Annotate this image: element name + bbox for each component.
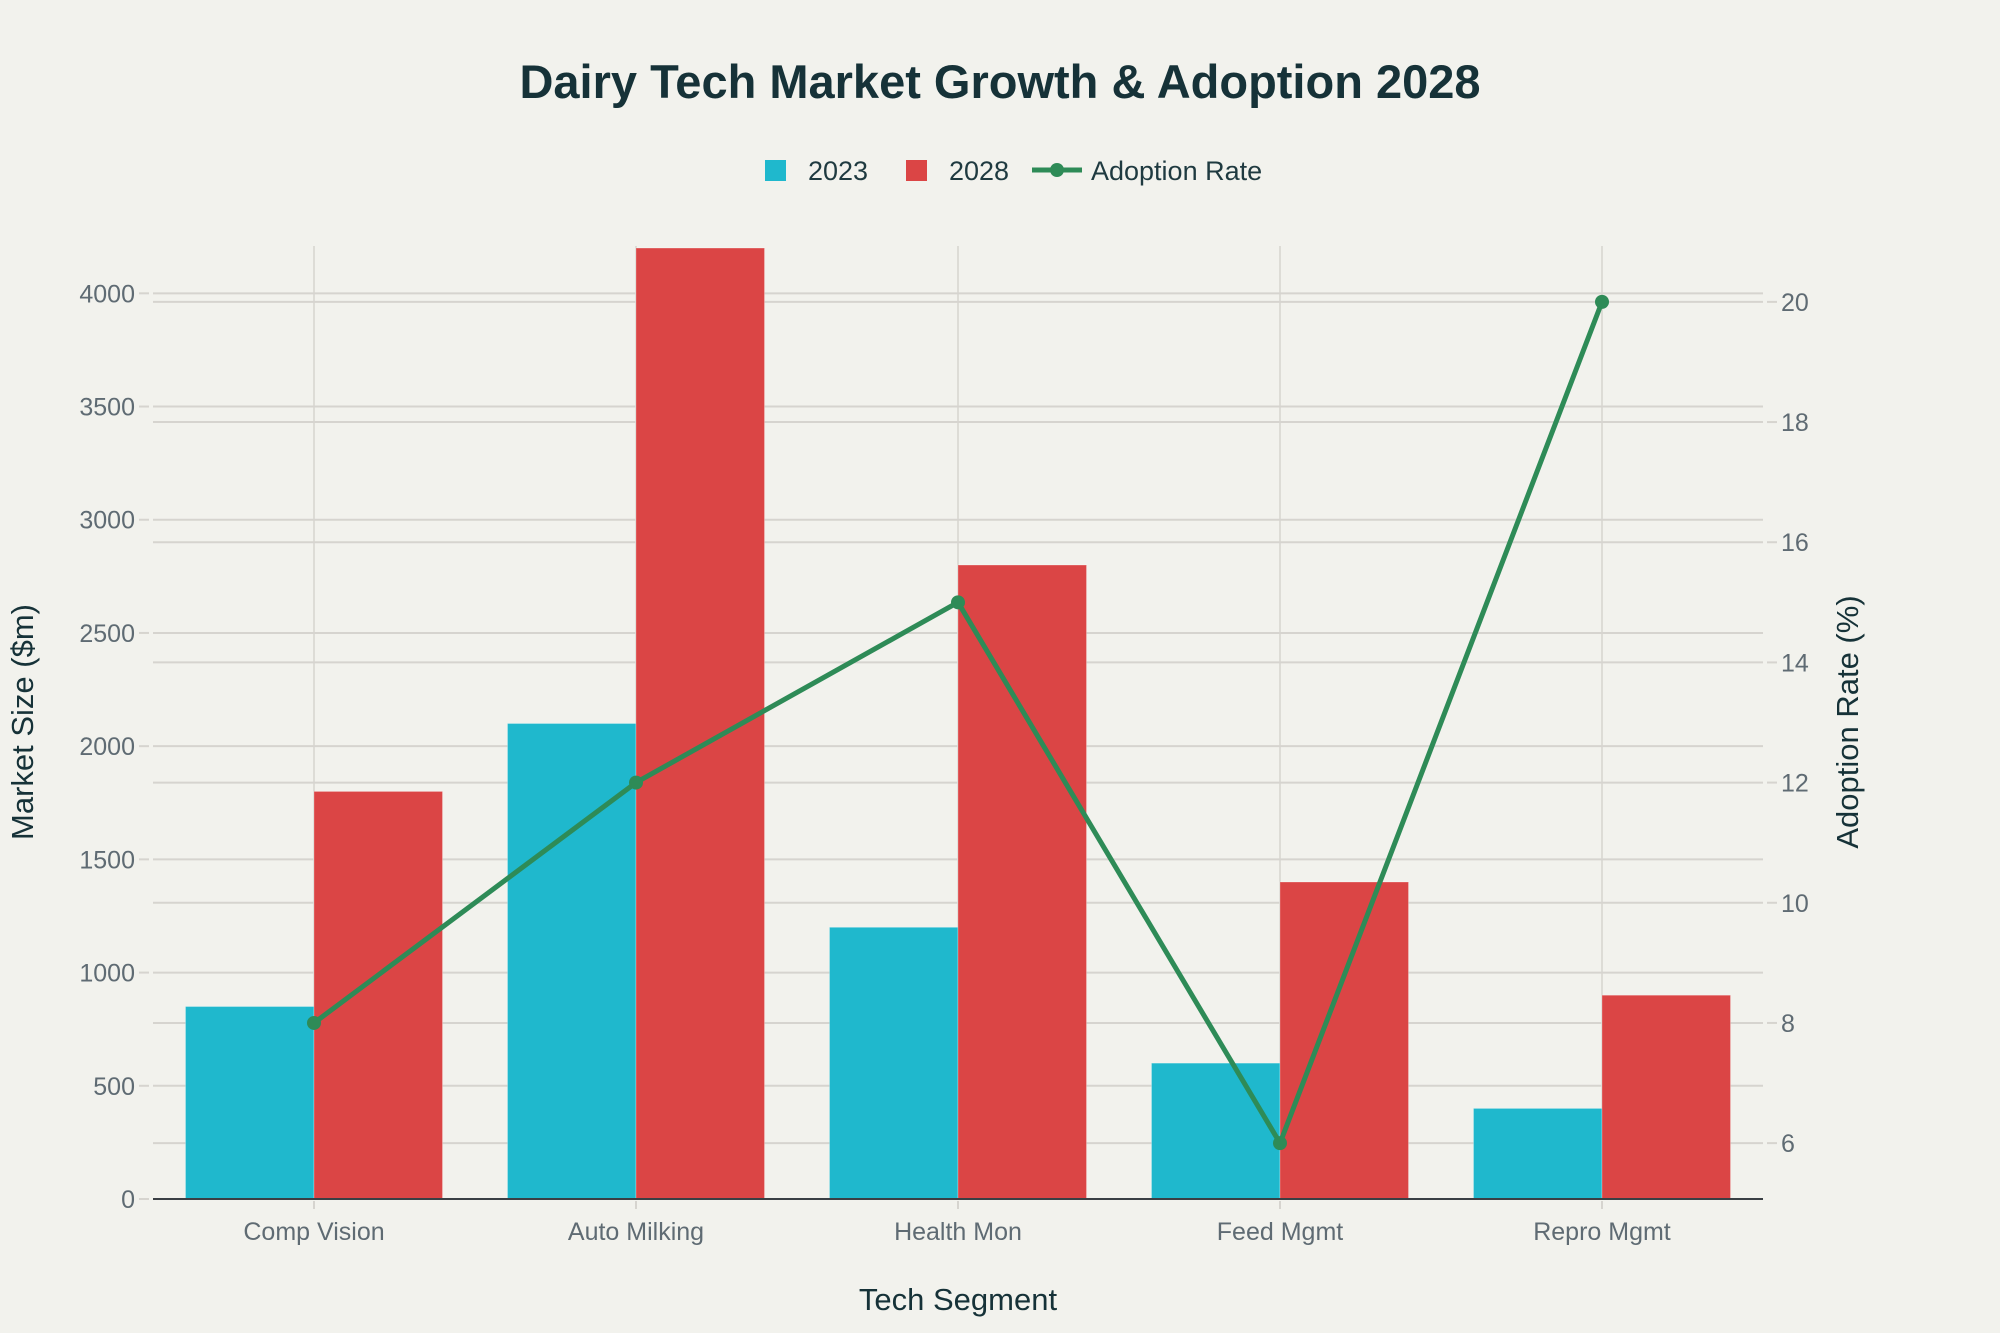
adoption-rate-marker-auto-milking — [629, 775, 643, 790]
y-tick-label-right: 20 — [1781, 289, 1809, 317]
adoption-rate-marker-feed-mgmt — [1273, 1136, 1287, 1151]
y-tick-label-right: 18 — [1781, 409, 1809, 437]
y-tick-label-left: 2000 — [79, 733, 135, 761]
legend-label-2028: 2028 — [949, 156, 1009, 186]
adoption-rate-marker-repro-mgmt — [1595, 294, 1609, 309]
y-tick-label-right: 10 — [1781, 890, 1809, 918]
adoption-rate-marker-health-mon — [951, 595, 965, 610]
bar-2023-health-mon — [829, 926, 959, 1200]
bar-2023-repro-mgmt — [1473, 1107, 1603, 1200]
bar-2023-comp-vision — [185, 1006, 315, 1200]
bar-2028-repro-mgmt — [1601, 994, 1731, 1200]
legend-marker-adoption-rate — [1050, 163, 1064, 177]
bar-2028-health-mon — [957, 564, 1087, 1200]
y-tick-label-left: 2500 — [79, 620, 135, 648]
adoption-rate-line-series — [307, 294, 1609, 1151]
legend-swatch-2028 — [906, 160, 927, 181]
chart-title: Dairy Tech Market Growth & Adoption 2028 — [519, 55, 1480, 108]
x-tick-label: Auto Milking — [568, 1218, 704, 1246]
axes — [153, 1198, 1763, 1209]
y-tick-label-right: 6 — [1781, 1130, 1795, 1158]
x-tick-label: Comp Vision — [243, 1218, 384, 1246]
adoption-rate-marker-comp-vision — [307, 1015, 321, 1030]
bar-2023-feed-mgmt — [1151, 1062, 1281, 1200]
legend: 2023 2028 Adoption Rate — [765, 156, 1262, 186]
legend-swatch-2023 — [765, 160, 786, 181]
y-tick-label-left: 3000 — [79, 507, 135, 535]
y-tick-label-right: 12 — [1781, 770, 1809, 798]
y-tick-label-left: 4000 — [79, 280, 135, 308]
y-tick-label-right: 8 — [1781, 1010, 1795, 1038]
x-tick-label: Feed Mgmt — [1217, 1218, 1343, 1246]
legend-label-adoption-rate: Adoption Rate — [1091, 156, 1262, 186]
bars — [185, 247, 1731, 1200]
y-axis-title-left: Market Size ($m) — [5, 604, 40, 840]
x-tick-label: Repro Mgmt — [1533, 1218, 1671, 1246]
y-tick-label-left: 1000 — [79, 960, 135, 988]
y-axis-title-right: Adoption Rate (%) — [1830, 595, 1865, 848]
bar-2028-feed-mgmt — [1279, 881, 1409, 1200]
bar-2028-comp-vision — [313, 790, 443, 1200]
y-tick-label-left: 3500 — [79, 394, 135, 422]
tick-labels: 0 500 1000 1500 2000 2500 3000 3500 4000 6 8 10 12 14… — [79, 280, 1809, 1246]
x-tick-label: Health Mon — [894, 1218, 1022, 1246]
y-tick-label-left: 500 — [93, 1073, 135, 1101]
x-axis-title: Tech Segment — [859, 1282, 1058, 1317]
y-tick-label-right: 16 — [1781, 529, 1809, 557]
y-tick-label-right: 14 — [1781, 649, 1809, 677]
legend-label-2023: 2023 — [808, 156, 868, 186]
y-tick-label-left: 1500 — [79, 846, 135, 874]
y-tick-label-left: 0 — [121, 1186, 135, 1214]
bar-2023-auto-milking — [507, 723, 637, 1200]
